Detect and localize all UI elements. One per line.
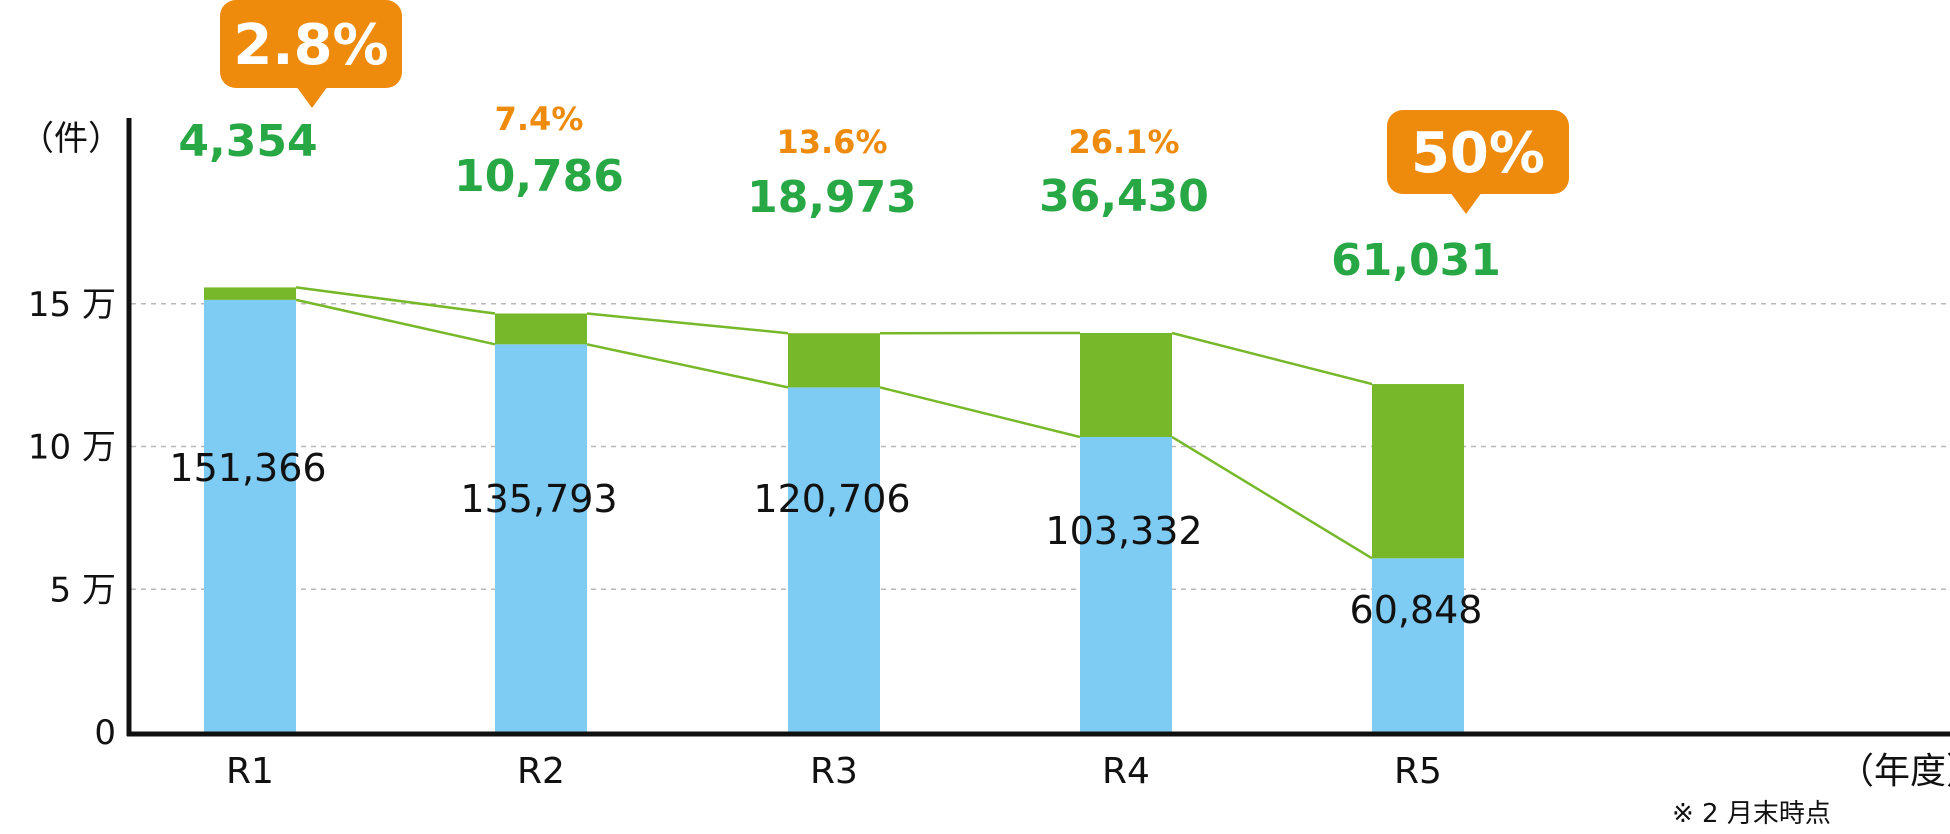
percent-label: 13.6% <box>776 123 887 161</box>
axes <box>126 118 1950 737</box>
x-tick-label: R1 <box>226 751 274 792</box>
bar-segment-lower <box>1080 436 1172 732</box>
percent-callout: 2.8% <box>220 0 402 108</box>
x-tick-label: R5 <box>1394 751 1442 792</box>
connector-line-upper <box>1171 331 1373 386</box>
data-label-lower: 135,793 <box>460 477 617 521</box>
connector-line-lower <box>1171 435 1373 560</box>
bar-segment-upper <box>1372 384 1464 559</box>
connector-line-upper <box>295 286 496 315</box>
connector-line-lower <box>586 343 789 389</box>
bar-segment-lower <box>204 299 296 732</box>
bar-segment-lower <box>1372 558 1464 732</box>
bar-segment-upper <box>495 313 587 345</box>
connector-line-lower <box>295 298 496 346</box>
data-label-upper: 10,786 <box>454 151 624 202</box>
y-tick-label: 5 万 <box>50 570 116 610</box>
y-unit-label: （件） <box>20 119 122 159</box>
callout-bubble <box>1387 110 1569 194</box>
bar-segment-lower <box>495 344 587 732</box>
connector-lines <box>295 286 1373 560</box>
gridlines <box>131 303 1950 590</box>
bar-segment-upper <box>1080 332 1172 437</box>
labels: （件） （年度） ※ 2 月末時点 0 5 万 10 万 15 万 R1 R2 R3 R4 R5… <box>20 0 1950 829</box>
callout-pointer <box>296 86 328 108</box>
bar-segment-upper <box>788 333 880 388</box>
percent-label: 7.4% <box>495 100 584 138</box>
data-label-lower: 120,706 <box>753 477 910 521</box>
y-tick-label: 0 <box>94 713 116 753</box>
data-label-lower: 103,332 <box>1045 509 1202 553</box>
connector-line-lower <box>879 386 1081 439</box>
data-label-upper: 61,031 <box>1331 235 1501 286</box>
x-tick-label: R4 <box>1102 751 1150 792</box>
bar-segment-lower <box>788 387 880 732</box>
x-tick-label: R2 <box>517 751 565 792</box>
connector-line-upper <box>586 312 789 335</box>
y-tick-label: 10 万 <box>28 428 116 468</box>
data-label-upper: 4,354 <box>178 116 317 167</box>
data-label-lower: 60,848 <box>1350 588 1483 632</box>
percent-callout-label: 50% <box>1411 121 1545 186</box>
bar-segment-upper <box>204 287 296 300</box>
percent-callout-label: 2.8% <box>233 13 388 78</box>
callout-pointer <box>1450 192 1482 214</box>
data-label-upper: 36,430 <box>1039 171 1209 222</box>
x-tick-label: R3 <box>810 751 858 792</box>
data-label-lower: 151,366 <box>169 446 326 490</box>
y-tick-label: 15 万 <box>28 285 116 325</box>
data-label-upper: 18,973 <box>747 172 917 223</box>
percent-callout: 50% <box>1387 110 1569 214</box>
x-unit-label: （年度） <box>1838 751 1950 792</box>
footnote: ※ 2 月末時点 <box>1672 799 1831 829</box>
callout-bubble <box>220 0 402 88</box>
percent-label: 26.1% <box>1068 123 1179 161</box>
bars <box>204 287 1464 732</box>
